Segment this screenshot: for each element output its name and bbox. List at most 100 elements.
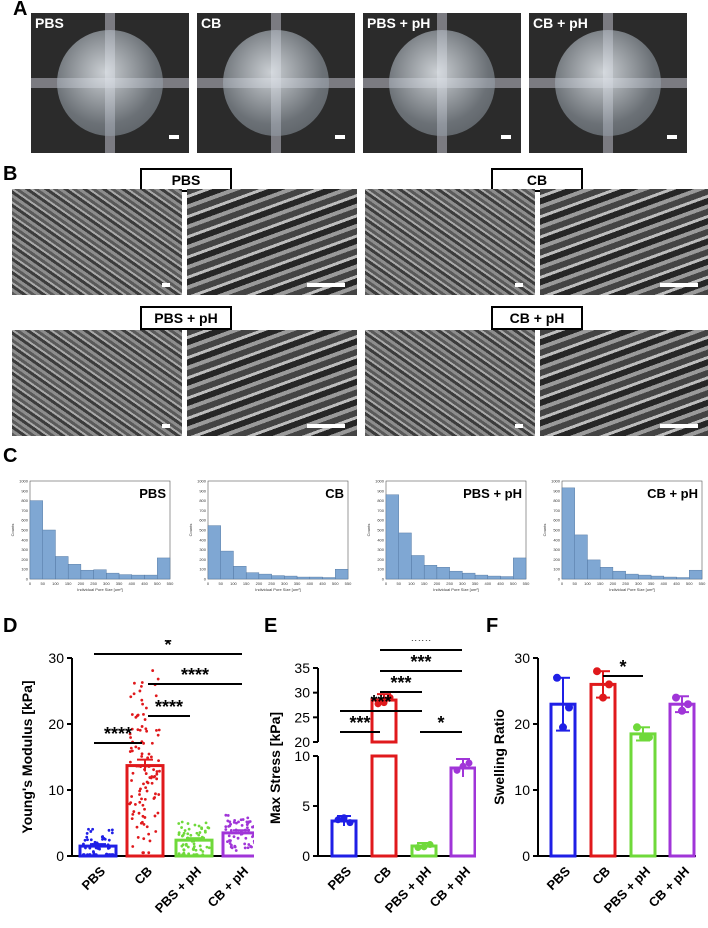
histogram-bar	[487, 575, 501, 580]
data-point	[158, 769, 161, 773]
histogram-bar	[118, 574, 133, 580]
y-tick-label: 500	[21, 528, 28, 533]
y-tick-label: 20	[294, 734, 310, 750]
histogram-title: PBS + pH	[463, 486, 522, 501]
y-axis-label: Max Stress [kPa]	[267, 712, 283, 824]
data-point	[197, 824, 201, 828]
data-point	[206, 826, 210, 829]
sem-image-pbs-ph-low	[12, 330, 182, 436]
data-point	[89, 830, 93, 833]
photo-label: PBS	[35, 15, 64, 31]
category-label: PBS	[544, 863, 574, 893]
y-tick-label: 1000	[19, 479, 29, 484]
data-point	[233, 818, 237, 822]
data-point	[229, 843, 233, 847]
data-point	[245, 826, 249, 830]
y-tick-label: 400	[553, 537, 560, 542]
x-tick-label: 50	[397, 581, 402, 586]
histogram-bar	[574, 534, 588, 580]
data-point	[192, 848, 195, 851]
data-point	[565, 703, 573, 712]
data-point	[152, 768, 156, 772]
y-tick-label: 1000	[551, 479, 561, 484]
y-tick-label: 300	[553, 547, 560, 552]
y-tick-label: 900	[199, 488, 206, 493]
data-point	[243, 846, 247, 850]
data-point	[153, 796, 157, 799]
data-point	[128, 760, 132, 764]
y-tick-label: 900	[377, 488, 384, 493]
data-point	[234, 849, 238, 852]
data-point	[192, 845, 196, 848]
data-point	[155, 770, 159, 773]
data-point	[346, 819, 354, 827]
data-point	[599, 693, 607, 702]
data-point	[340, 814, 348, 822]
y-tick-label: 500	[199, 528, 206, 533]
data-point	[148, 839, 152, 843]
data-point	[226, 814, 230, 817]
y-tick-label: 900	[553, 488, 560, 493]
data-point	[639, 733, 647, 742]
photo-label: PBS + pH	[367, 15, 431, 31]
y-tick-label: 0	[382, 577, 385, 582]
x-tick-label: 400	[484, 581, 491, 586]
x-tick-label: 150	[65, 581, 72, 586]
histogram-title: CB + pH	[647, 486, 698, 501]
data-point	[186, 822, 190, 825]
data-point	[86, 838, 89, 842]
y-tick-label: 30	[48, 650, 64, 666]
histogram-bar	[144, 574, 158, 580]
histogram-bar	[245, 572, 260, 580]
y-tick-label: 500	[377, 528, 384, 533]
data-point	[684, 700, 692, 709]
data-point	[386, 694, 394, 702]
y-tick-label: 0	[26, 577, 29, 582]
data-point	[138, 789, 142, 793]
x-tick-label: 100	[230, 581, 237, 586]
scale-bar	[501, 135, 511, 139]
x-tick-label: 500	[510, 581, 517, 586]
data-point	[135, 825, 139, 829]
data-point	[129, 736, 132, 739]
y-tick-label: 200	[199, 557, 206, 562]
data-point	[177, 831, 181, 835]
data-point	[672, 693, 680, 702]
panel-label-b: B	[3, 163, 18, 185]
y-tick-label: 30	[294, 685, 310, 701]
sem-image-pbs-low	[12, 189, 182, 295]
x-tick-label: 50	[219, 581, 224, 586]
data-point	[453, 766, 461, 774]
y-tick-label: 800	[199, 498, 206, 503]
significance-label: ****	[104, 724, 132, 744]
x-tick-label: 550	[699, 581, 706, 586]
data-point	[195, 831, 199, 835]
data-point	[227, 834, 231, 838]
x-tick-label: 200	[78, 581, 85, 586]
y-tick-label: 800	[377, 498, 384, 503]
data-point	[177, 822, 181, 825]
data-point	[132, 692, 136, 696]
data-point	[151, 669, 155, 672]
category-label: CB	[370, 864, 394, 888]
panel-label-d: D	[3, 615, 18, 637]
data-point	[224, 828, 228, 831]
y-axis-label: Swelling Ratio	[491, 709, 507, 805]
category-label: PBS + pH	[152, 864, 204, 916]
data-point	[414, 843, 422, 851]
data-point	[107, 828, 111, 832]
data-point	[140, 797, 143, 801]
histogram-title: PBS	[139, 486, 166, 501]
x-tick-label: 500	[332, 581, 339, 586]
histogram-bar	[561, 487, 575, 580]
data-point	[180, 844, 184, 848]
histogram-bar	[663, 576, 677, 580]
data-point	[224, 825, 228, 829]
histogram-bar	[500, 576, 514, 580]
histogram-bar	[449, 570, 463, 580]
data-point	[380, 699, 388, 707]
data-point	[147, 752, 151, 756]
y-tick-label: 600	[553, 518, 560, 523]
histogram-bar	[80, 569, 94, 580]
y-tick-label: 900	[21, 488, 28, 493]
